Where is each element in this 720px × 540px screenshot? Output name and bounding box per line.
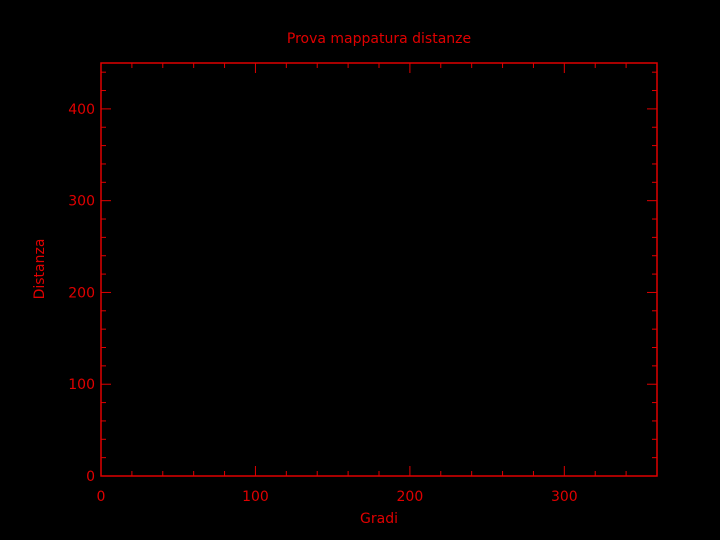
x-tick-label: 0 [97, 489, 106, 505]
chart-title: Prova mappatura distanze [287, 31, 471, 47]
y-tick-label: 400 [68, 102, 95, 118]
y-axis-label: Distanza [32, 239, 48, 300]
y-tick-label: 300 [68, 194, 95, 210]
plot-frame [100, 62, 658, 477]
x-tick-label: 200 [397, 489, 424, 505]
x-tick-label: 100 [242, 489, 269, 505]
y-tick-label: 100 [68, 377, 95, 393]
x-axis-label: Gradi [360, 511, 398, 527]
y-tick-label: 0 [86, 469, 95, 485]
y-tick-label: 200 [68, 285, 95, 301]
axis-ticks: 0 100 200 300 0 100 200 300 400 [68, 63, 658, 505]
x-tick-label: 300 [551, 489, 578, 505]
